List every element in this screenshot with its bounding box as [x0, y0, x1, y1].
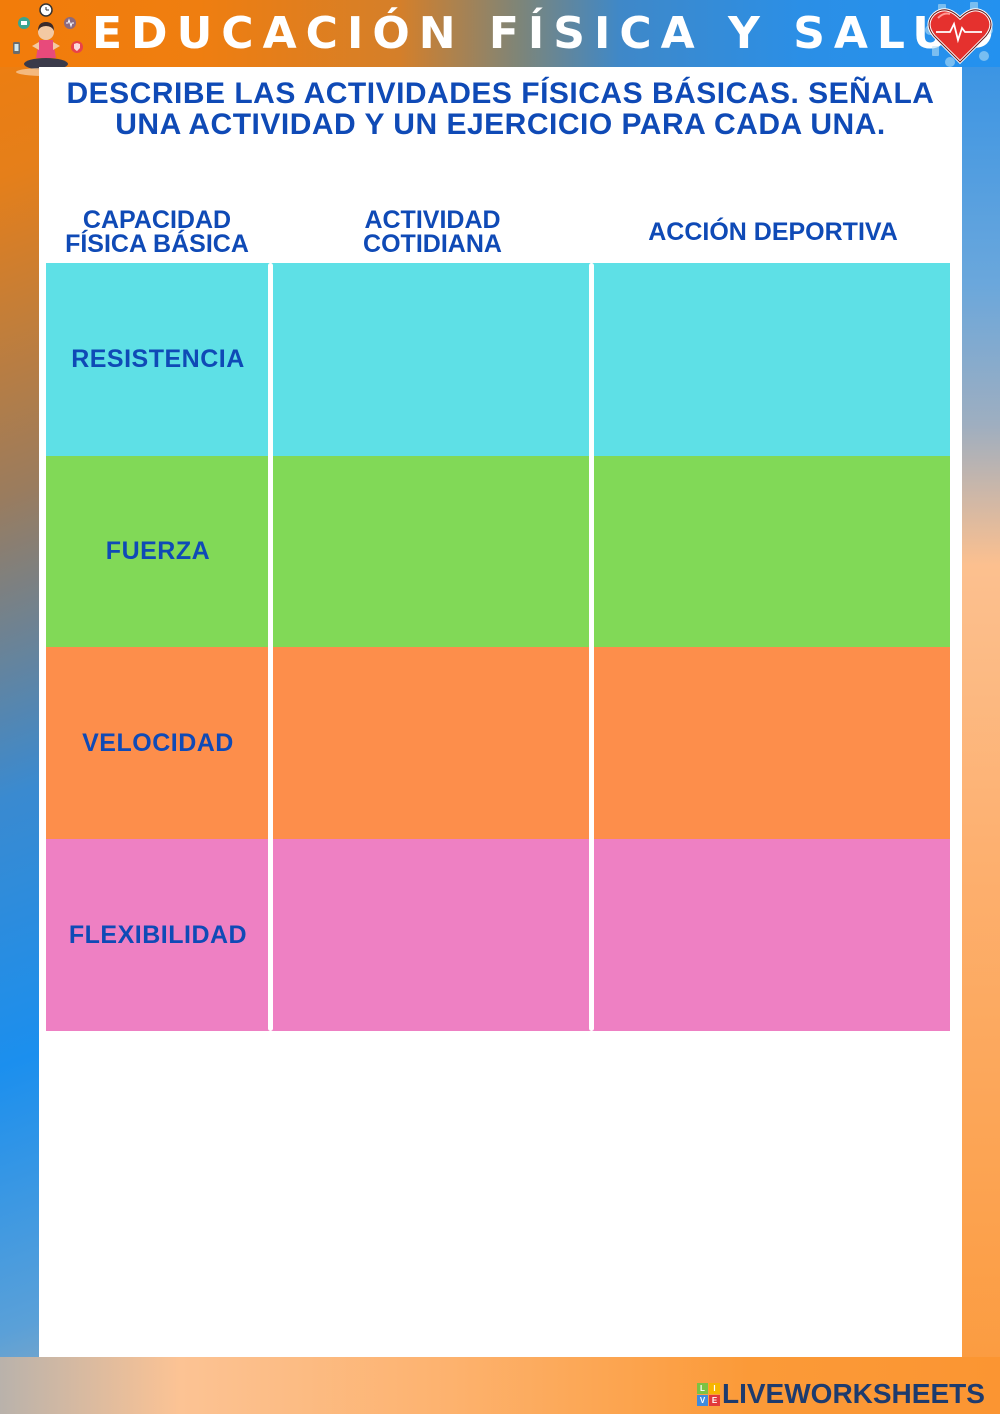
column-header-actividad: ACTIVIDAD COTIDIANA: [275, 206, 590, 258]
answer-cell-actividad[interactable]: [275, 456, 591, 647]
logo-letter: E: [709, 1394, 720, 1406]
answer-cell-accion[interactable]: [596, 456, 950, 647]
page-frame-right: [962, 0, 1000, 1414]
answer-cell-actividad[interactable]: [275, 263, 591, 456]
answer-cell-accion[interactable]: [596, 839, 950, 1031]
column-header-line: ACTIVIDAD: [364, 206, 501, 234]
table-row-fuerza: FUERZA: [46, 456, 950, 647]
liveworksheets-logo: L I V E LIVEWORKSHEETS: [697, 1380, 985, 1408]
row-label: VELOCIDAD: [82, 728, 234, 757]
row-label: FUERZA: [105, 537, 211, 565]
instructions-line-2: UNA ACTIVIDAD Y UN EJERCICIO PARA CADA U…: [115, 108, 886, 141]
column-header-capacidad: CAPACIDAD FÍSICA BÁSICA: [46, 206, 268, 258]
column-header-line: ACCIÓN DEPORTIVA: [648, 218, 898, 246]
logo-letter: I: [709, 1382, 720, 1394]
answer-cell-accion[interactable]: [596, 647, 950, 839]
table-row-velocidad: VELOCIDAD: [46, 647, 950, 839]
title-banner: EDUCACIÓN FÍSICA Y SALUD: [0, 0, 1000, 67]
worksheet-title: EDUCACIÓN FÍSICA Y SALUD: [92, 8, 1000, 59]
page-frame-bottom: [0, 1357, 1000, 1414]
instructions-line-1: DESCRIBE LAS ACTIVIDADES FÍSICAS BÁSICAS…: [66, 77, 935, 110]
column-divider: [268, 263, 273, 1031]
column-header-line: CAPACIDAD: [82, 206, 232, 234]
column-divider: [589, 263, 594, 1031]
heart-pulse-icon: [925, 2, 993, 67]
column-header-line: COTIDIANA: [363, 230, 502, 258]
table-row-resistencia: RESISTENCIA: [46, 263, 950, 456]
answer-cell-actividad[interactable]: [275, 647, 591, 839]
row-label: RESISTENCIA: [71, 345, 245, 373]
column-header-line: FÍSICA BÁSICA: [65, 230, 249, 258]
brand-name: LIVEWORKSHEETS: [722, 1378, 985, 1409]
live-blocks-icon: L I V E: [697, 1382, 720, 1406]
row-label: FLEXIBILIDAD: [68, 920, 248, 949]
table-row-flexibilidad: FLEXIBILIDAD: [46, 839, 950, 1031]
capacities-table: RESISTENCIA FUERZA VELOCIDAD FLEXIBILIDA…: [46, 263, 950, 1031]
answer-cell-actividad[interactable]: [275, 839, 591, 1031]
answer-cell-accion[interactable]: [596, 263, 950, 456]
instructions: DESCRIBE LAS ACTIVIDADES FÍSICAS BÁSICAS…: [39, 78, 962, 140]
logo-letter: V: [697, 1394, 708, 1406]
logo-letter: L: [697, 1382, 708, 1394]
column-header-accion: ACCIÓN DEPORTIVA: [596, 218, 950, 246]
